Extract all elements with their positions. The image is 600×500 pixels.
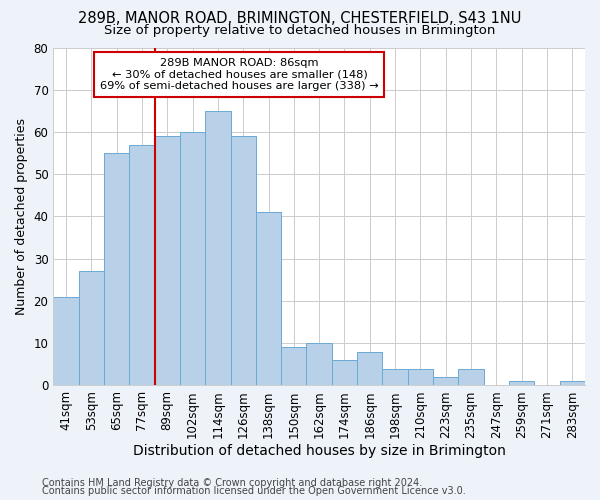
Bar [357,352,382,386]
Bar [53,296,79,386]
Bar [307,343,332,386]
Bar [458,368,484,386]
Text: Size of property relative to detached houses in Brimington: Size of property relative to detached ho… [104,24,496,37]
Bar [433,377,458,386]
Bar [509,381,535,386]
Bar [382,368,408,386]
Bar [129,144,155,386]
Bar [180,132,205,386]
Bar [230,136,256,386]
Bar [560,381,585,386]
Text: 289B MANOR ROAD: 86sqm
← 30% of detached houses are smaller (148)
69% of semi-de: 289B MANOR ROAD: 86sqm ← 30% of detached… [100,58,379,91]
Bar [79,272,104,386]
Bar [281,348,307,386]
Bar [104,153,129,386]
Text: Contains public sector information licensed under the Open Government Licence v3: Contains public sector information licen… [42,486,466,496]
Bar [332,360,357,386]
Bar [155,136,180,386]
Text: Contains HM Land Registry data © Crown copyright and database right 2024.: Contains HM Land Registry data © Crown c… [42,478,422,488]
X-axis label: Distribution of detached houses by size in Brimington: Distribution of detached houses by size … [133,444,506,458]
Bar [256,212,281,386]
Bar [205,111,230,386]
Bar [408,368,433,386]
Y-axis label: Number of detached properties: Number of detached properties [15,118,28,315]
Text: 289B, MANOR ROAD, BRIMINGTON, CHESTERFIELD, S43 1NU: 289B, MANOR ROAD, BRIMINGTON, CHESTERFIE… [79,11,521,26]
